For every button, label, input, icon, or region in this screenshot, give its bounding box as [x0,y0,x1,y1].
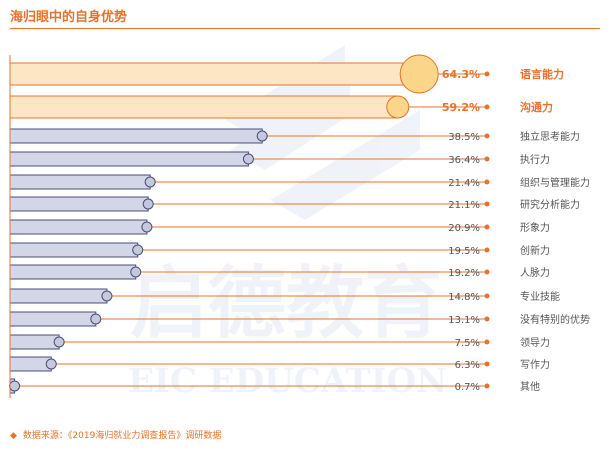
category-label: 语言能力 [520,67,564,81]
label-dot [484,104,490,110]
value-label: 19.5% [448,246,480,257]
category-label: 其他 [520,380,540,393]
value-label: 21.1% [448,200,480,211]
value-label: 59.2% [442,101,480,114]
source-note: ◆ 数据来源：《2019海归就业力调查报告》调研数据 [10,428,221,441]
label-dot [484,269,490,275]
bar-end-circle [141,221,153,233]
value-label: 14.8% [448,292,480,303]
category-label: 沟通力 [520,100,553,114]
bar-end-circle [386,95,410,119]
category-label: 独立思考能力 [520,130,580,143]
bar [9,174,151,190]
bar [9,288,108,304]
category-label: 专业技能 [520,290,560,303]
category-label: 人脉力 [520,266,550,279]
category-label: 创新力 [520,244,550,257]
bar [9,264,137,280]
title-underline [10,28,600,29]
bar-end-circle [132,244,144,256]
bar [9,196,149,212]
bar-end-circle [144,176,156,188]
diamond-icon: ◆ [10,431,17,441]
value-label: 21.4% [448,178,480,189]
label-dot [484,383,490,389]
bar-end-circle [130,266,142,278]
bar [9,334,60,350]
bar-end-circle [142,198,154,210]
value-label: 20.9% [448,223,480,234]
label-dot [484,201,490,207]
value-label: 13.1% [448,315,480,326]
label-dot [484,293,490,299]
label-dot [484,179,490,185]
bar-end-circle [45,358,57,370]
bar-chart: 64.3% 语言能力 59.2% 沟通力 38.5% 独立思考能力 36.4% 执行力 21.4… [9,54,590,398]
label-dot [484,316,490,322]
bar [9,151,249,167]
category-label: 形象力 [520,221,550,234]
value-label: 6.3% [455,360,480,371]
bar-end-circle [242,153,254,165]
page-title: 海归眼中的自身优势 [10,10,128,25]
category-label: 写作力 [520,358,550,371]
bar-end-circle [9,380,21,392]
bar [9,311,97,327]
category-label: 领导力 [520,336,550,349]
value-label: 36.4% [448,155,480,166]
bar-end-circle [399,54,439,94]
value-label: 64.3% [442,68,480,81]
category-label: 组织与管理能力 [520,176,590,189]
value-label: 38.5% [448,132,480,143]
category-label: 执行力 [520,153,550,166]
value-label: 19.2% [448,268,480,279]
label-dot [484,71,490,77]
source-text: 数据来源：《2019海归就业力调查报告》调研数据 [22,431,222,441]
bar [9,128,263,144]
label-dot [484,339,490,345]
label-dot [484,133,490,139]
bar-end-circle [256,130,268,142]
bar-end-circle [101,290,113,302]
category-label: 研究分析能力 [520,198,580,211]
bar [9,356,52,372]
bar-end-circle [90,313,102,325]
label-dot [484,156,490,162]
value-label: 7.5% [455,338,480,349]
category-label: 没有特别的优势 [520,313,590,326]
label-dot [484,224,490,230]
bar [9,62,432,86]
bar [9,219,148,235]
bar-end-circle [53,336,65,348]
label-dot [484,247,490,253]
label-dot [484,361,490,367]
bar [9,95,399,119]
bar [9,242,139,258]
value-label: 0.7% [455,382,480,393]
